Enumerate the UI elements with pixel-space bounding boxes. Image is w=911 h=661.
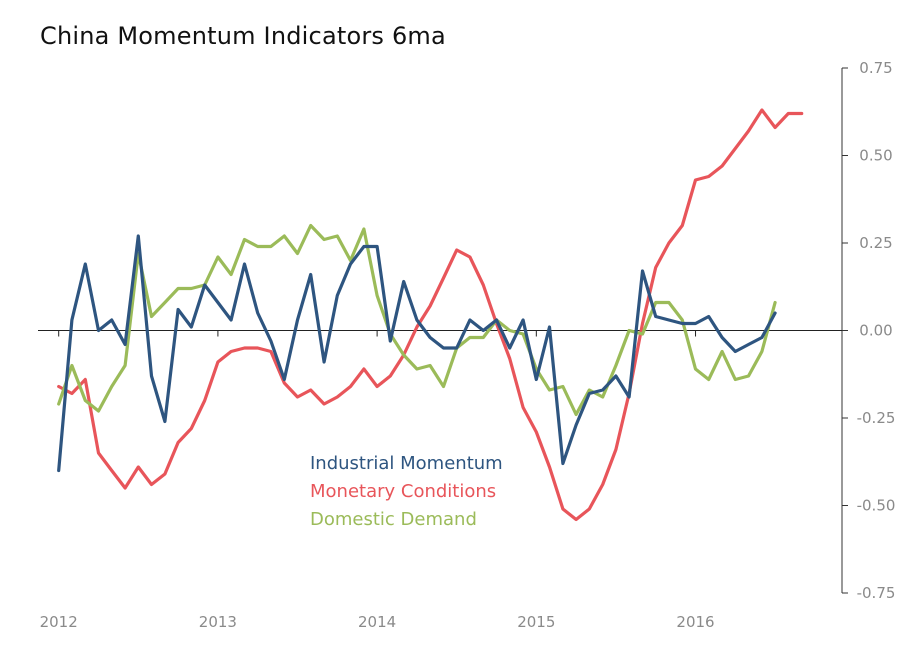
- x-tick-label: 2012: [40, 613, 78, 631]
- x-tick-label: 2015: [517, 613, 555, 631]
- y-tick-label: -0.25: [857, 409, 896, 427]
- y-tick-label: 0.25: [859, 234, 892, 252]
- series-lines: [57, 108, 804, 522]
- series-line-industrial-momentum: [57, 234, 777, 473]
- x-tick-label: 2016: [676, 613, 714, 631]
- series-line-monetary-conditions: [57, 108, 804, 522]
- legend: Industrial Momentum Monetary Conditions Do…: [310, 453, 503, 530]
- x-tick-label: 2013: [199, 613, 237, 631]
- series-line-domestic-demand: [57, 223, 777, 417]
- y-tick-label: -0.75: [857, 584, 896, 602]
- legend-item-monetary-conditions: Monetary Conditions: [310, 481, 496, 502]
- y-tick-label: 0.00: [859, 322, 892, 340]
- y-tick-label: 0.50: [859, 147, 892, 165]
- x-tick-label: 2014: [358, 613, 396, 631]
- axes: 0.75 0.50 0.25 0.00 -0.25 -0.50 -0.75 2012 2013 2…: [38, 59, 895, 631]
- legend-item-domestic-demand: Domestic Demand: [310, 509, 477, 530]
- chart-title: China Momentum Indicators 6ma: [40, 22, 446, 50]
- y-tick-label: -0.50: [857, 497, 896, 515]
- y-tick-label: 0.75: [859, 59, 892, 77]
- legend-item-industrial-momentum: Industrial Momentum: [310, 453, 503, 474]
